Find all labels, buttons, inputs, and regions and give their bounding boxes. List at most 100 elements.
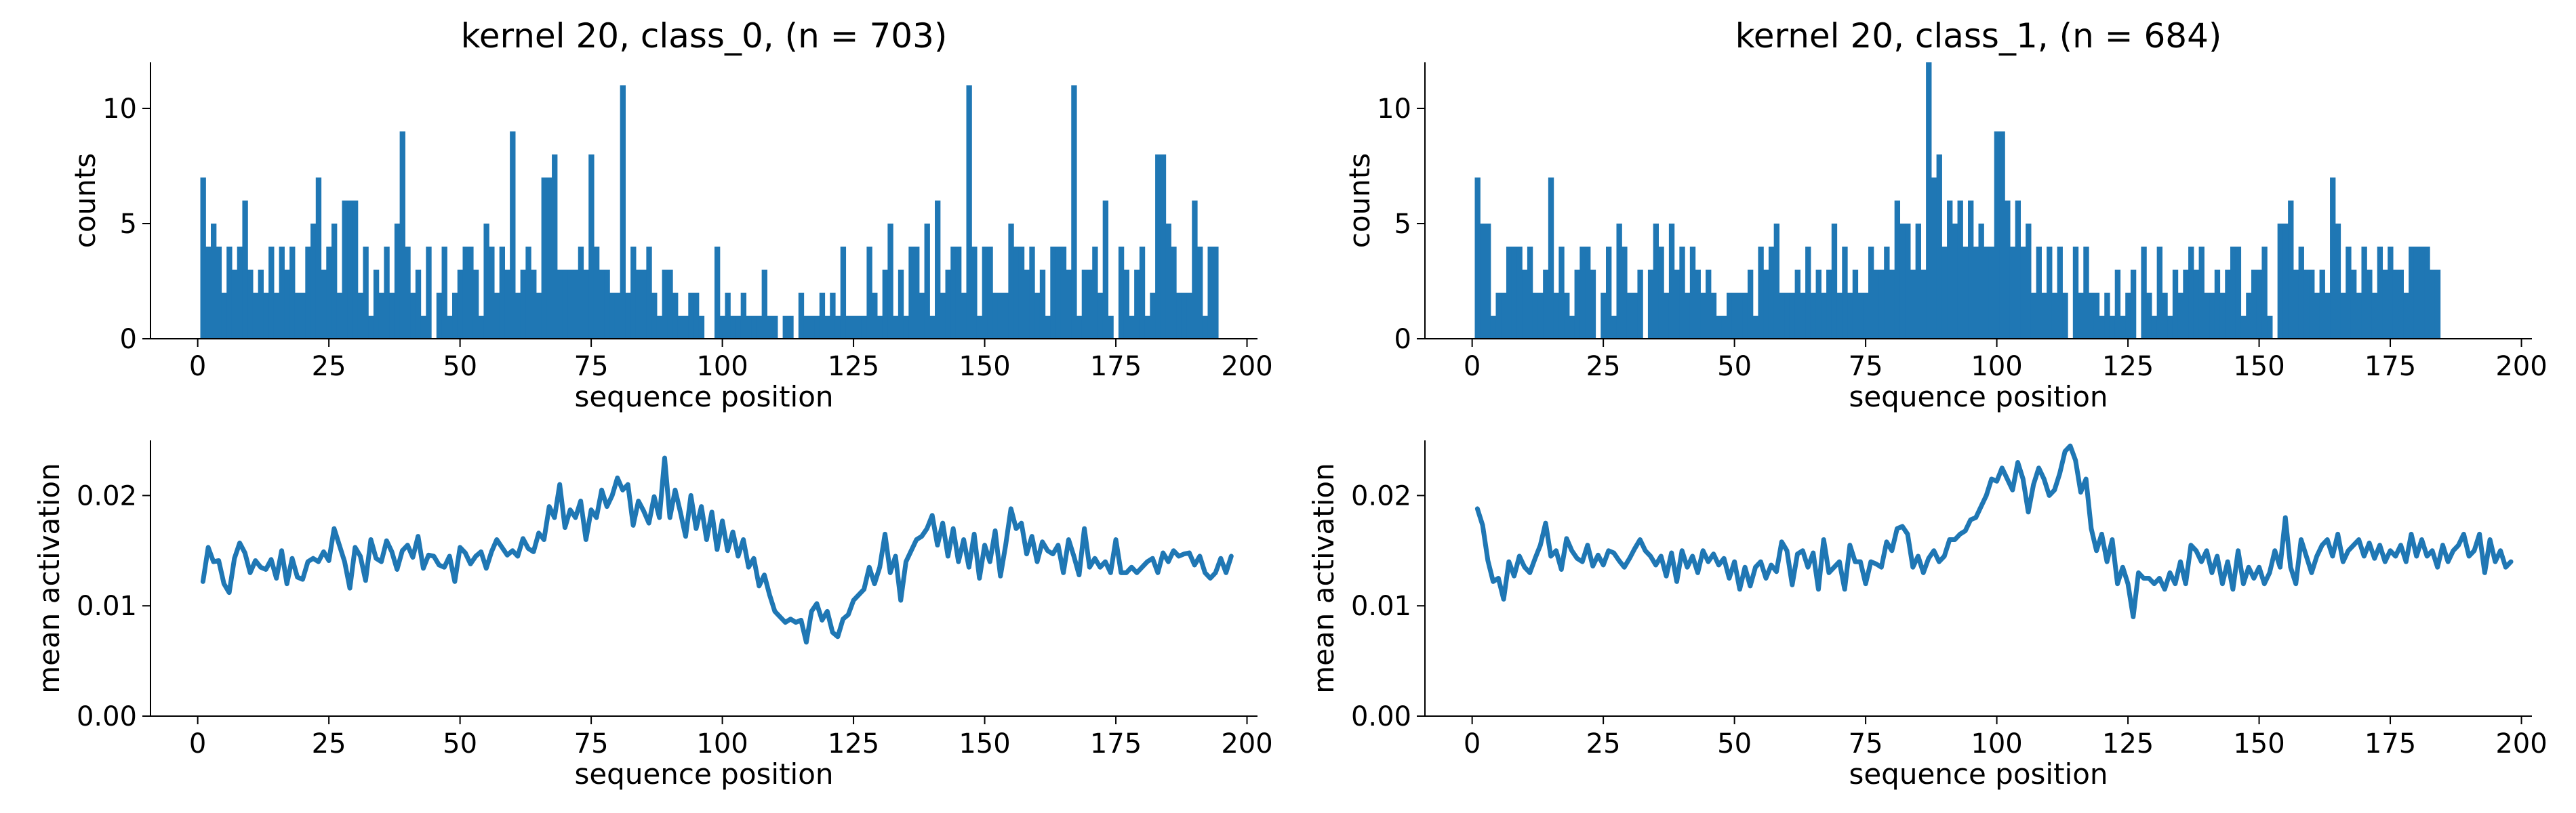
bar [834,316,841,339]
bar [872,293,878,339]
bar [2151,316,2158,339]
x-tick-label: 0 [1464,728,1481,759]
bar [1129,316,1135,339]
panel-top-right: kernel 20, class_1, (n = 684)0 25 50 75 100 1… [1343,16,2548,413]
bar [866,247,872,339]
bar [2026,224,2032,339]
bar [2282,224,2289,339]
bar [252,293,259,339]
bar [1963,247,1969,339]
x-tick-label: 125 [828,728,879,759]
bar [1952,224,1958,339]
bar [273,293,280,339]
bar [1826,270,1832,339]
x-tick-label: 150 [959,728,1010,759]
bar [746,316,752,339]
bar [2047,247,2053,339]
bar [2335,224,2341,339]
bar [2261,247,2268,339]
bar [357,293,364,339]
bar [814,316,820,339]
bar [2398,270,2404,339]
bar [520,270,526,339]
y-tick-label: 0.02 [77,480,137,512]
bar [2409,247,2415,339]
bar [410,293,416,339]
bar [767,316,773,339]
bar [976,316,983,339]
bar [756,316,763,339]
bar [1516,247,1523,339]
bar [483,224,489,339]
panel-top-left: kernel 20, class_0, (n = 703)0 25 50 75 100 1… [68,16,1273,413]
bar [614,293,621,339]
bar [1543,270,1549,339]
bar [772,316,778,339]
bar [1768,247,1775,339]
x-axis-label: sequence position [1849,380,2108,413]
bar [950,247,957,339]
x-axis-label: sequence position [574,380,833,413]
bar [1532,293,1538,339]
bar [856,316,862,339]
y-tick-label: 0.01 [1351,591,1411,622]
bar [662,270,668,339]
bar [2177,293,2183,339]
bar [1978,224,1984,339]
bar [1857,293,1864,339]
bar [1758,247,1764,339]
bar [2036,247,2042,339]
bar [1495,293,1502,339]
bar [1742,293,1748,339]
bar [2230,247,2236,339]
bar [1050,247,1056,339]
bar [258,270,264,339]
bar [1936,154,1942,339]
bar [279,247,285,339]
bar [1721,316,1727,339]
bar [2277,224,2283,339]
bar [331,224,338,339]
bar [305,247,311,339]
bar [2114,270,2121,339]
bar [221,293,227,339]
bar [284,270,290,339]
bar [882,270,888,339]
bar [588,154,595,339]
bar [310,224,317,339]
bar [2388,247,2394,339]
bar [593,247,600,339]
bar [798,293,805,339]
bar [683,316,689,339]
bar [1506,247,1512,339]
bar [2256,270,2263,339]
bar [441,247,447,339]
bar [489,247,495,339]
bar [552,154,558,339]
x-tick-label: 100 [1971,351,2022,382]
bar [961,293,967,339]
bar [405,247,411,339]
x-tick-label: 75 [1849,351,1883,382]
bar [2240,316,2247,339]
bar [452,293,458,339]
bar [1537,293,1544,339]
bar [2367,270,2373,339]
bar [1055,247,1062,339]
bar [1155,154,1161,339]
bar [1789,293,1796,339]
bar [1815,270,1822,339]
bar [2183,270,2189,339]
bar [604,270,610,339]
bar [326,247,332,339]
bar [1988,247,1995,339]
bar [2099,316,2105,339]
bar [1134,270,1140,339]
bar [583,270,589,339]
bar [2188,247,2194,339]
x-tick-label: 0 [1464,351,1481,382]
bar [1585,247,1591,339]
bar [2303,270,2310,339]
bar [1831,224,1838,339]
